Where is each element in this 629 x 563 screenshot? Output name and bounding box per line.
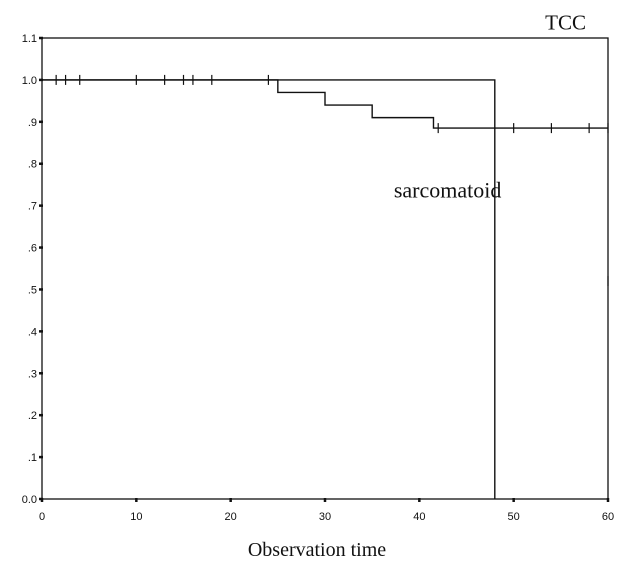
y-tick-label: 1.1 — [22, 33, 37, 45]
y-tick-label: .4 — [28, 326, 37, 338]
x-tick-label: 20 — [225, 511, 237, 523]
y-tick-label: .6 — [28, 243, 37, 255]
y-tick-label: .2 — [28, 410, 37, 422]
y-tick-label: .5 — [28, 284, 37, 296]
y-tick-label: .3 — [28, 368, 37, 380]
y-tick-label: .9 — [28, 117, 37, 129]
x-tick-label: 0 — [39, 511, 45, 523]
x-tick-label: 40 — [413, 511, 425, 523]
x-axis-label: Observation time — [248, 539, 386, 561]
x-tick-label: 60 — [602, 511, 614, 523]
y-tick-label: .1 — [28, 452, 37, 464]
x-tick-label: 30 — [319, 511, 331, 523]
x-tick-label: 50 — [508, 511, 520, 523]
y-tick-label: 1.0 — [22, 75, 37, 87]
y-tick-label: .8 — [28, 159, 37, 171]
x-tick-label: 10 — [130, 511, 142, 523]
y-tick-label: .7 — [28, 201, 37, 213]
series-annotation: sarcomatoid — [394, 177, 502, 202]
series-annotation: TCC — [545, 11, 586, 35]
series-line-tcc — [42, 79, 608, 129]
plot-frame — [41, 37, 609, 500]
y-tick-label: 0.0 — [22, 494, 37, 506]
series-line-sarcomatoid — [42, 79, 496, 499]
